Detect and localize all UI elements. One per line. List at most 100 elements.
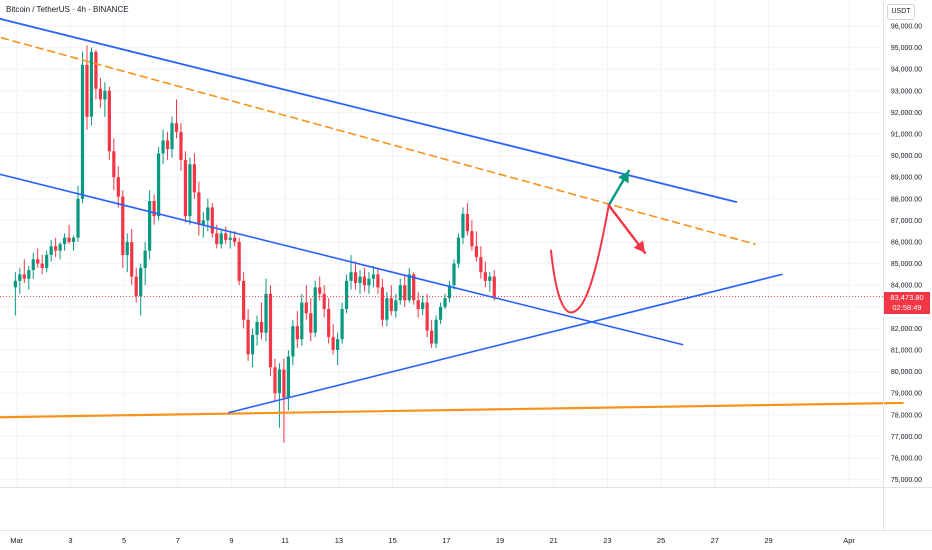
candle-body: [421, 302, 425, 309]
candle-body: [398, 285, 402, 301]
price-tick-label: 89,000.00: [891, 175, 922, 182]
price-tick-label: 88,000.00: [891, 196, 922, 203]
candle-body: [45, 254, 49, 268]
price-tick-label: 92,000.00: [891, 110, 922, 117]
candle-body: [286, 356, 290, 398]
candle-body: [152, 200, 156, 217]
candle-body: [139, 267, 143, 296]
candle-body: [327, 308, 331, 338]
drawing-tools: [0, 17, 904, 419]
breakout-arrow-head: [618, 170, 629, 184]
candle-body: [465, 213, 470, 232]
candle-body: [130, 242, 134, 277]
candle-body: [224, 233, 228, 240]
candle-body: [179, 131, 183, 160]
currency-button[interactable]: USDT: [887, 4, 915, 20]
price-tick-label: 75,000.00: [891, 477, 922, 484]
candle-body: [192, 164, 197, 193]
time-tick-label: 9: [229, 536, 233, 545]
candle-body: [89, 51, 94, 117]
candle-body: [336, 339, 340, 350]
ascending-support-line: [228, 273, 783, 414]
price-tick-label: 86,000.00: [891, 240, 922, 247]
candlestick-series: [13, 45, 496, 443]
rejection-arrow-head: [633, 240, 645, 253]
candle-body: [62, 237, 67, 245]
candle-body: [353, 272, 358, 284]
candle-body: [40, 263, 44, 268]
candle-body: [438, 306, 443, 320]
price-tick-label: 95,000.00: [891, 45, 922, 52]
candle-body: [98, 88, 103, 100]
candle-body: [425, 302, 429, 331]
candle-body: [22, 274, 26, 279]
candle-body: [474, 246, 478, 258]
candle-body: [174, 123, 179, 132]
candle-body: [295, 326, 299, 340]
candle-body: [291, 326, 295, 357]
candle-body: [219, 233, 223, 245]
candle-body: [367, 278, 371, 286]
candle-body: [416, 300, 420, 309]
time-tick-label: 17: [442, 536, 450, 545]
price-tick-label: 93,000.00: [891, 88, 922, 95]
candle-body: [483, 272, 487, 281]
price-axis[interactable]: 75,000.00 76,000.00 77,000.00 78,000.00 79,0…: [883, 0, 923, 530]
price-tick-label: 90,000.00: [891, 153, 922, 160]
candle-body: [452, 263, 456, 286]
candle-body: [18, 274, 22, 281]
candle-body: [371, 274, 376, 279]
candle-body: [349, 272, 353, 281]
candle-body: [233, 237, 237, 242]
candle-body: [434, 319, 438, 344]
candle-body: [385, 298, 389, 320]
price-tick-label: 76,000.00: [891, 456, 922, 463]
candle-body: [228, 237, 232, 240]
chart-title: Bitcoin / TetherUS · 4h · BINANCE: [6, 5, 129, 14]
time-tick-label: 15: [388, 536, 396, 545]
candle-body: [13, 280, 17, 288]
price-tick-label: 82,000.00: [891, 326, 922, 333]
price-tick-label: 96,000.00: [891, 24, 922, 31]
candle-body: [362, 276, 367, 286]
candle-body: [237, 242, 241, 281]
candle-body: [407, 274, 411, 301]
candle-body: [259, 321, 264, 333]
time-tick-label: Apr: [843, 536, 855, 545]
candle-body: [443, 298, 447, 307]
candle-body: [456, 237, 461, 264]
candle-body: [71, 237, 76, 242]
candle-body: [242, 280, 246, 320]
price-tick-label: 80,000.00: [891, 369, 922, 376]
candle-body: [85, 64, 89, 117]
candle-body: [309, 313, 313, 333]
candle-body: [268, 293, 273, 368]
current-price-label: 83,473.80: [890, 293, 924, 302]
candle-body: [376, 274, 380, 288]
time-tick-label: 29: [764, 536, 772, 545]
candle-body: [389, 298, 393, 312]
candle-body: [340, 308, 344, 340]
upper-channel-line: [0, 17, 738, 203]
candle-body: [134, 276, 138, 296]
candle-body: [107, 90, 111, 152]
candle-body: [170, 123, 174, 150]
time-tick-label: 21: [550, 536, 558, 545]
price-tick-label: 87,000.00: [891, 218, 922, 225]
time-tick-label: 13: [335, 536, 343, 545]
candle-body: [201, 220, 205, 225]
candle-body: [183, 159, 188, 217]
candle-body: [165, 140, 170, 150]
projection-path: [550, 204, 610, 314]
time-tick-label: 11: [281, 536, 289, 545]
time-axis[interactable]: Mar 3 5 7 9 11 13 15 17 19 21 23 25 27 29 Apr: [0, 487, 932, 546]
candle-body: [447, 285, 452, 299]
candle-body: [282, 369, 286, 398]
price-tick-label: 91,000.00: [891, 132, 922, 139]
candle-body: [322, 293, 326, 309]
candle-body: [210, 207, 214, 234]
candle-body: [58, 244, 62, 251]
candle-body: [277, 369, 282, 394]
lower-channel-line: [0, 173, 684, 346]
